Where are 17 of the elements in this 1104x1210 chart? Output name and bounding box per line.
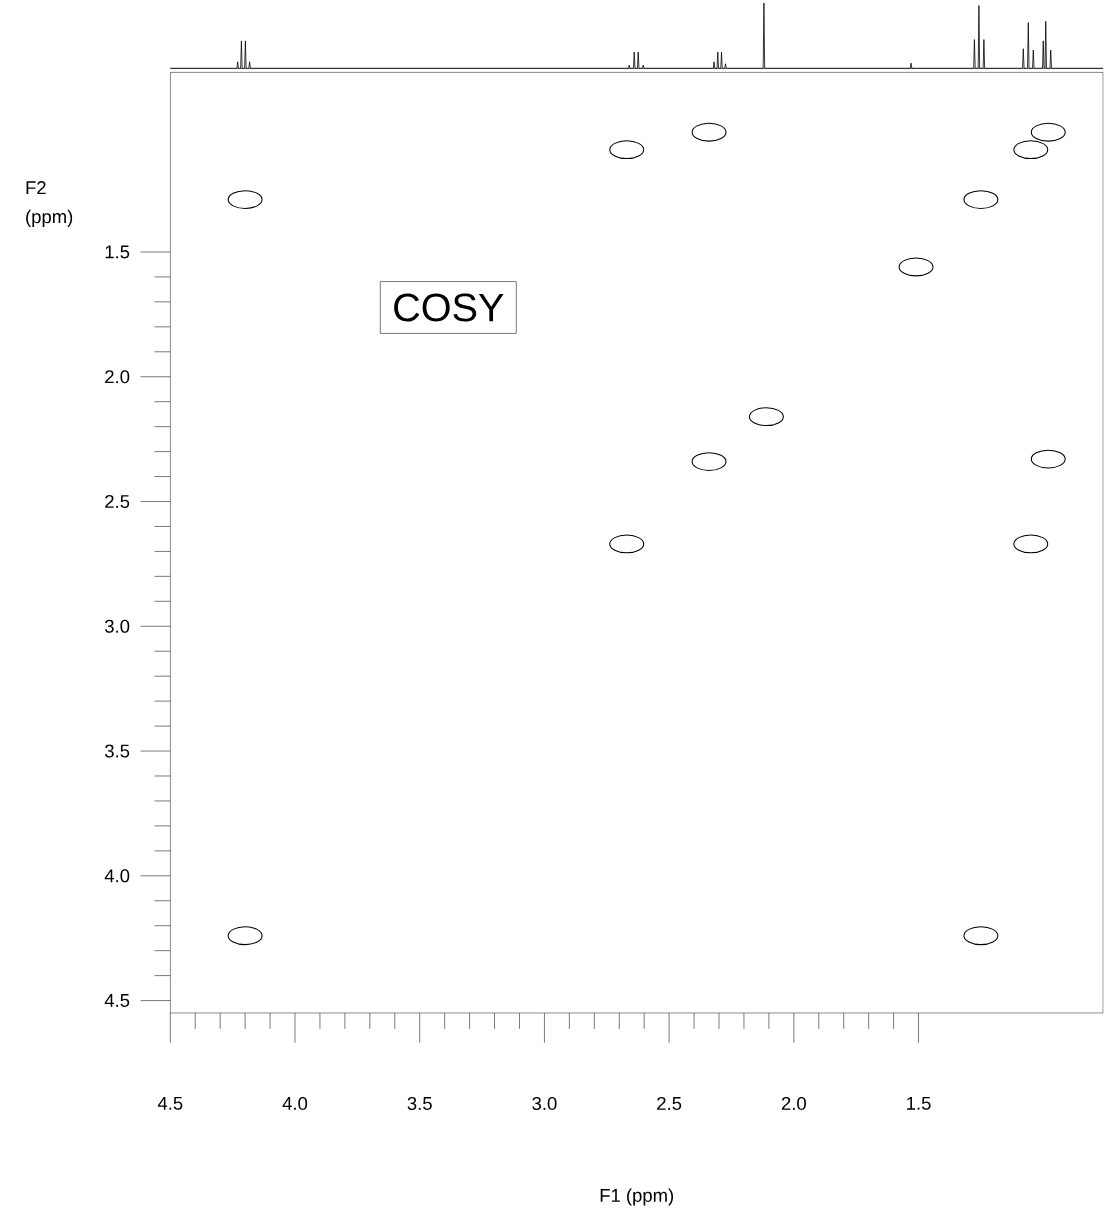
x-tick-label: 2.5 — [657, 1096, 682, 1111]
y-tick-label: 4.0 — [104, 869, 130, 883]
y-tick-label: 2.0 — [105, 370, 130, 384]
x-tick-label: 4.0 — [282, 1096, 308, 1111]
x-axis-title: F1 (ppm) — [600, 1188, 674, 1206]
x-tick-label: 1.5 — [907, 1096, 931, 1110]
y-tick-label: 2.5 — [105, 494, 130, 509]
x-tick-label: 2.0 — [782, 1096, 807, 1111]
x-tick-label: 4.5 — [158, 1096, 183, 1110]
y-tick-label: 3.0 — [105, 619, 130, 633]
y-tick-label: 3.5 — [105, 744, 130, 758]
x-tick-label: 3.5 — [407, 1096, 433, 1111]
y-tick-label: 4.5 — [104, 994, 130, 1008]
y-tick-label: 1.5 — [105, 245, 130, 259]
annotation: COSY — [394, 293, 504, 322]
x-tick-label: 3.0 — [532, 1096, 557, 1111]
y-axis-title: F2 (ppm) — [26, 181, 73, 227]
